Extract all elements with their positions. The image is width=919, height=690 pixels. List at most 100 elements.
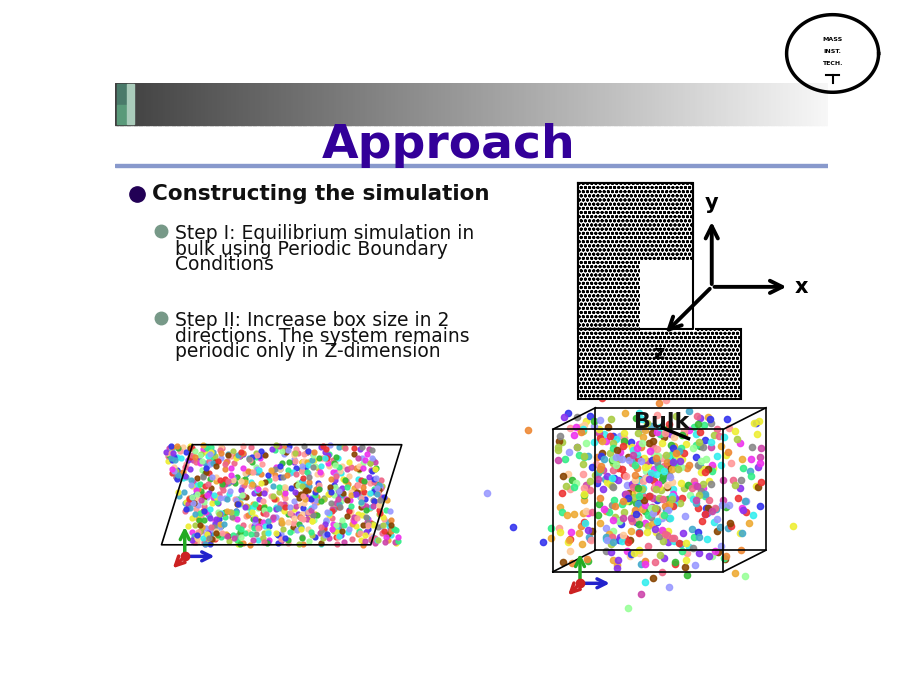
Bar <box>146 83 149 125</box>
Bar <box>730 83 733 125</box>
Bar <box>682 83 686 125</box>
Bar <box>497 83 500 125</box>
Bar <box>547 83 550 125</box>
Bar <box>205 83 209 125</box>
Bar <box>238 83 242 125</box>
Bar <box>533 83 536 125</box>
Bar <box>127 83 130 125</box>
Bar <box>289 83 291 125</box>
Bar <box>118 83 120 125</box>
Bar <box>535 83 539 125</box>
Bar <box>257 83 260 125</box>
Bar <box>625 83 629 125</box>
Bar <box>220 83 222 125</box>
Bar <box>526 83 528 125</box>
Bar <box>241 83 244 125</box>
Bar <box>350 83 353 125</box>
Bar <box>290 83 294 125</box>
Bar <box>409 83 413 125</box>
Bar <box>754 83 756 125</box>
Bar <box>557 83 560 125</box>
Bar <box>457 83 460 125</box>
Bar <box>314 83 317 125</box>
Bar <box>785 83 788 125</box>
Bar <box>250 83 254 125</box>
Bar <box>302 83 306 125</box>
Bar <box>379 83 381 125</box>
Bar <box>317 83 320 125</box>
Bar <box>514 83 516 125</box>
Bar <box>186 83 189 125</box>
Bar <box>573 83 576 125</box>
Bar <box>188 83 192 125</box>
Bar <box>699 83 702 125</box>
Bar <box>728 83 731 125</box>
Bar <box>749 83 752 125</box>
Bar <box>680 83 683 125</box>
Bar <box>563 83 567 125</box>
Bar <box>656 83 659 125</box>
Bar <box>550 83 552 125</box>
Bar <box>811 83 813 125</box>
Bar <box>295 83 299 125</box>
Bar <box>364 83 368 125</box>
Bar <box>523 83 527 125</box>
Bar <box>734 83 738 125</box>
Bar <box>148 83 152 125</box>
Bar <box>388 83 391 125</box>
Bar <box>722 83 726 125</box>
Bar <box>592 83 596 125</box>
Bar <box>260 83 263 125</box>
Bar <box>293 83 296 125</box>
Bar <box>376 83 380 125</box>
Bar <box>343 83 346 125</box>
Bar <box>193 83 197 125</box>
Bar <box>449 83 453 125</box>
Bar <box>243 83 246 125</box>
Bar <box>758 83 762 125</box>
Bar <box>578 83 581 125</box>
Bar <box>628 83 630 125</box>
Bar <box>794 83 797 125</box>
Bar <box>505 83 507 125</box>
Bar <box>818 83 821 125</box>
Bar <box>673 83 676 125</box>
Bar <box>212 83 215 125</box>
Bar <box>421 83 425 125</box>
Bar <box>614 83 617 125</box>
Bar <box>473 83 477 125</box>
Bar <box>583 83 585 125</box>
Bar <box>310 83 312 125</box>
Bar <box>739 83 743 125</box>
Bar <box>509 83 512 125</box>
Bar <box>824 83 828 125</box>
Bar <box>766 83 768 125</box>
Bar <box>770 83 773 125</box>
Bar <box>761 83 764 125</box>
Bar <box>713 83 716 125</box>
Bar <box>813 83 816 125</box>
Bar <box>482 83 486 125</box>
Bar <box>469 83 471 125</box>
Bar <box>245 83 249 125</box>
Bar <box>129 83 132 125</box>
Bar <box>445 83 448 125</box>
Bar <box>587 83 591 125</box>
Text: bulk using Periodic Boundary: bulk using Periodic Boundary <box>176 240 448 259</box>
Bar <box>791 83 795 125</box>
Bar <box>649 83 652 125</box>
Bar <box>659 83 662 125</box>
Bar <box>779 83 783 125</box>
Bar <box>653 83 657 125</box>
Bar <box>756 83 759 125</box>
Bar <box>782 83 785 125</box>
Bar <box>725 83 728 125</box>
Bar <box>801 83 804 125</box>
Bar <box>281 83 284 125</box>
Bar <box>692 83 695 125</box>
Bar <box>215 83 218 125</box>
Bar <box>386 83 389 125</box>
Bar <box>134 83 137 125</box>
Bar <box>661 83 664 125</box>
Bar <box>265 83 267 125</box>
